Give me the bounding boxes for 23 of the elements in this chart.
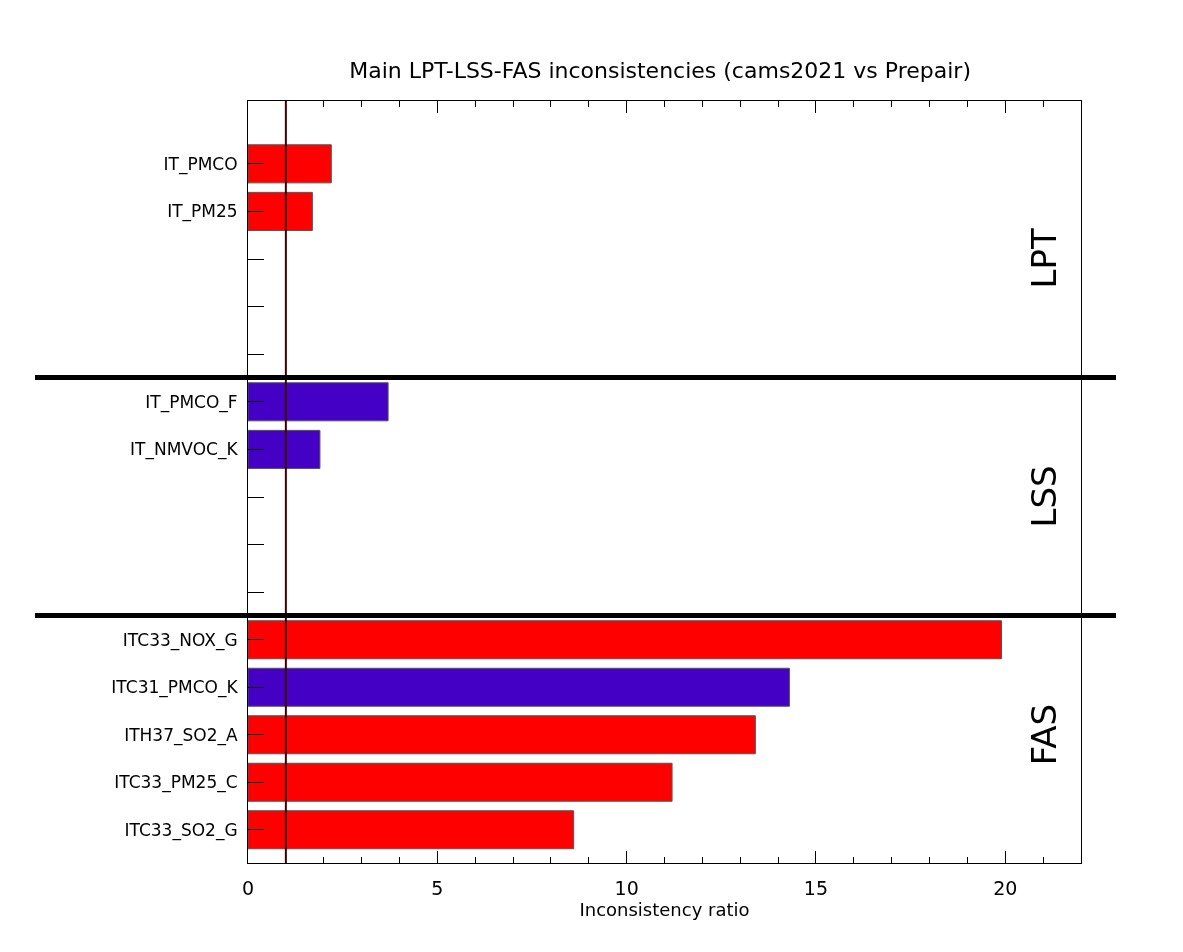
x-tick-label: 5 (431, 876, 444, 899)
y-tick-label: IT_PMCO (163, 153, 238, 175)
x-tick-label: 10 (614, 876, 639, 899)
y-tick-label: ITH37_SO2_A (124, 724, 238, 746)
bar (248, 667, 790, 707)
bar (248, 762, 673, 802)
annotation: FAS (1023, 703, 1064, 766)
bar (248, 810, 575, 850)
y-tick-label: IT_PMCO_F (145, 391, 238, 413)
bar (248, 715, 756, 755)
x-tick-label: 0 (241, 876, 255, 899)
y-tick-label: ITC33_NOX_G (122, 629, 238, 651)
y-tick-label: IT_PM25 (167, 201, 238, 223)
x-tick-label: 20 (993, 876, 1018, 899)
x-tick-label: 15 (803, 876, 829, 899)
annotation: LPT (1023, 228, 1064, 289)
y-tick-label: ITC31_PMCO_K (111, 677, 239, 699)
annotation: LSS (1023, 465, 1064, 528)
x-axis-title: Inconsistency ratio (579, 898, 750, 920)
chart-title: Main LPT-LSS-FAS inconsistencies (cams2021 vs Prepair) (349, 57, 971, 83)
y-tick-label: IT_NMVOC_K (130, 439, 239, 461)
y-tick-label: ITC33_SO2_G (124, 819, 238, 841)
y-tick-label: ITC33_PM25_C (114, 772, 238, 794)
